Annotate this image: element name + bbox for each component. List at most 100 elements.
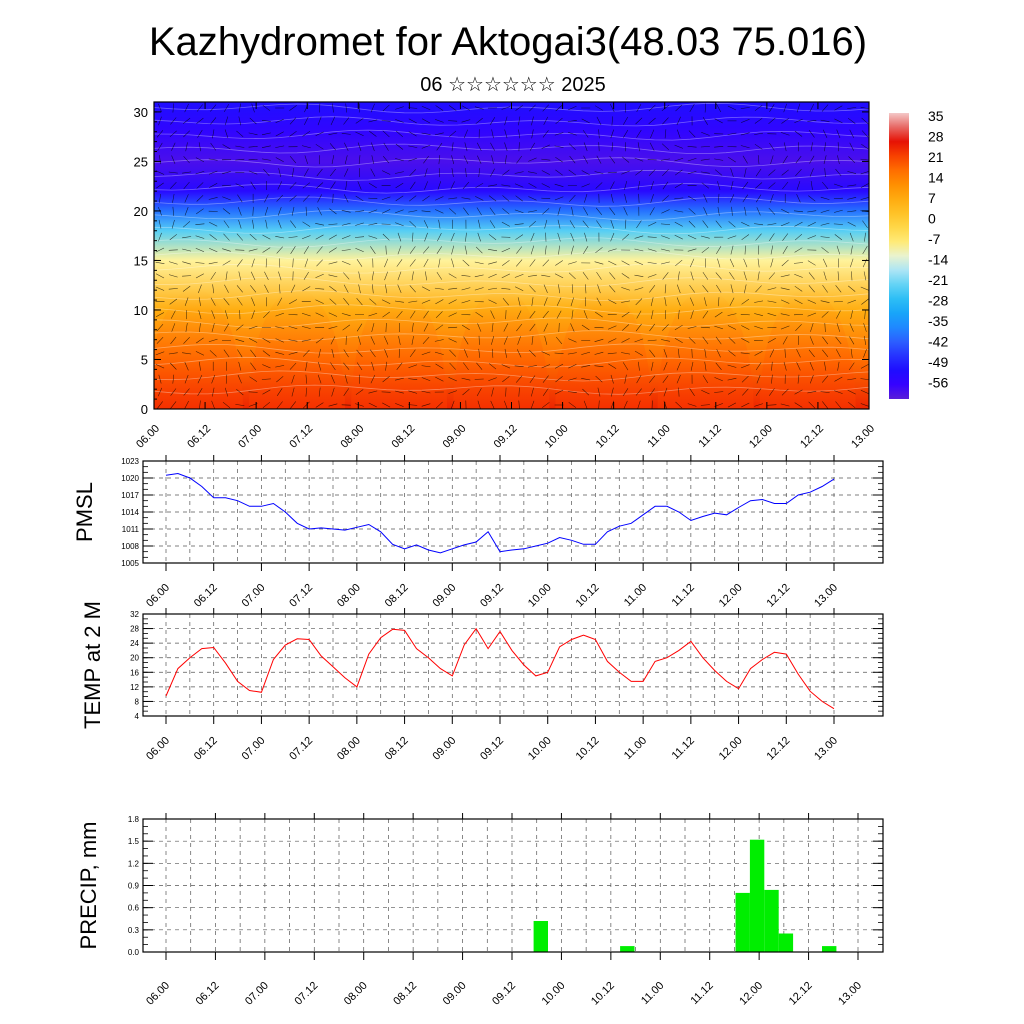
y-tick-label: 15 — [134, 253, 148, 268]
x-tick-label: 08.00 — [342, 980, 370, 1008]
colorbar-label: -42 — [928, 334, 948, 350]
y-tick-label: 1008 — [121, 542, 139, 551]
y-tick-label: 30 — [134, 105, 148, 120]
x-tick-label: 07.12 — [287, 735, 315, 763]
y-tick-label: 25 — [134, 154, 148, 169]
x-tick-label: 11.00 — [622, 582, 649, 609]
x-tick-label: 09.00 — [441, 423, 469, 451]
precip-bar — [749, 839, 765, 952]
x-tick-label: 06.12 — [192, 582, 220, 610]
x-tick-label: 08.12 — [383, 582, 411, 610]
y-tick-label: 4 — [135, 712, 140, 721]
x-tick-label: 07.12 — [287, 423, 315, 451]
x-tick-label: 07.12 — [287, 582, 315, 610]
x-tick-label: 09.00 — [430, 582, 458, 610]
colorbar-label: -35 — [928, 313, 948, 329]
y-tick-label: 0.6 — [128, 904, 140, 913]
y-tick-label: 0.9 — [128, 882, 140, 891]
y-tick-label: 0 — [141, 402, 148, 417]
contour-line — [154, 237, 869, 248]
x-tick-label: 09.00 — [430, 735, 458, 763]
x-tick-label: 10.00 — [543, 423, 571, 451]
x-tick-label: 10.00 — [540, 980, 568, 1008]
colorbar-label: -56 — [928, 375, 948, 391]
temp-series-line — [165, 627, 835, 710]
colorbar-label: 7 — [928, 190, 936, 206]
colorbar-swatch — [889, 113, 909, 399]
colorbar-label: -28 — [928, 293, 948, 309]
x-tick-label: 12.12 — [764, 735, 792, 763]
x-tick-label: 09.12 — [478, 735, 506, 763]
colorbar-label: 21 — [928, 149, 944, 165]
pmsl-series-line — [165, 472, 835, 554]
chart-subtitle: 06 ☆☆☆☆☆☆ 2025 — [420, 74, 605, 96]
contour-line — [154, 116, 869, 127]
heatmap-overlays — [154, 102, 869, 409]
y-tick-label: 1.5 — [128, 837, 140, 846]
x-tick-label: 12.00 — [717, 582, 745, 610]
colorbar-label: 14 — [928, 170, 944, 186]
y-tick-label: 0.0 — [128, 948, 140, 957]
y-tick-label: 12 — [130, 683, 139, 692]
contour-line — [154, 343, 869, 354]
y-tick-label: 1011 — [122, 525, 140, 534]
x-tick-label: 07.00 — [243, 980, 271, 1008]
y-tick-label: 24 — [130, 639, 139, 648]
contour-line — [154, 330, 869, 342]
y-tick-label: 20 — [130, 654, 139, 663]
x-tick-label: 08.12 — [391, 980, 419, 1008]
x-tick-label: 07.00 — [240, 735, 268, 763]
y-axis-label: PRECIP, mm — [76, 822, 101, 950]
x-tick-label: 10.12 — [574, 735, 602, 763]
x-tick-label: 08.12 — [390, 423, 418, 451]
panel-frame — [142, 818, 884, 953]
y-tick-label: 16 — [130, 668, 139, 677]
x-tick-label: 09.12 — [492, 423, 520, 451]
x-tick-label: 11.12 — [697, 423, 724, 450]
contour-line — [154, 384, 869, 395]
precip-bar — [735, 892, 750, 952]
panel-frame — [142, 613, 884, 717]
y-tick-label: 1020 — [121, 474, 139, 483]
colorbar-label: -14 — [928, 252, 948, 268]
contour-line — [154, 129, 869, 141]
contour-line — [154, 223, 869, 235]
x-tick-label: 12.00 — [717, 735, 745, 763]
y-axis-label: PMSL — [72, 482, 97, 542]
contour-line — [154, 183, 869, 194]
panel-frame — [142, 460, 884, 564]
colorbar-label: 0 — [928, 211, 936, 227]
contour-line — [154, 263, 869, 274]
x-tick-label: 08.00 — [335, 582, 363, 610]
warm-surface-region — [759, 289, 856, 409]
y-tick-label: 1023 — [121, 457, 139, 466]
x-tick-label: 06.12 — [192, 735, 220, 763]
y-axis-label: TEMP at 2 M — [80, 601, 105, 729]
x-tick-label: 10.00 — [526, 735, 554, 763]
y-tick-label: 32 — [130, 610, 139, 619]
y-tick-label: 1.2 — [128, 859, 140, 868]
x-tick-label: 06.00 — [144, 582, 172, 610]
pmsl-panel: 1005 1008 1011 1014 1017 1020 1023 06.00 06.12 07… — [72, 455, 884, 610]
x-tick-label: 12.00 — [737, 980, 765, 1008]
x-tick-label: 10.12 — [574, 582, 602, 610]
y-tick-label: 10 — [134, 303, 148, 318]
x-tick-label: 12.12 — [798, 423, 826, 451]
colorbar: 35 28 21 14 7 0 -7 -14 -21 -28 -35 -42 -49 -56 — [889, 108, 948, 399]
y-tick-label: 1005 — [121, 559, 139, 568]
precip-panel: 0.0 0.3 0.6 0.9 1.2 1.5 1.8 06.00 06.12 07.00 07.1… — [76, 813, 884, 1008]
x-tick-label: 11.12 — [670, 735, 697, 762]
contour-line — [154, 356, 869, 368]
warm-surface-region — [249, 289, 345, 409]
contour-line — [154, 250, 869, 261]
x-tick-label: 12.12 — [764, 582, 792, 610]
contour-line — [154, 169, 869, 181]
x-tick-label: 11.00 — [645, 423, 672, 450]
x-tick-label: 12.00 — [747, 423, 775, 451]
contour-line — [154, 304, 869, 315]
x-tick-label: 09.12 — [490, 980, 518, 1008]
x-tick-label: 10.12 — [589, 980, 617, 1008]
warm-surface-region — [555, 289, 652, 409]
contour-line — [154, 157, 869, 168]
